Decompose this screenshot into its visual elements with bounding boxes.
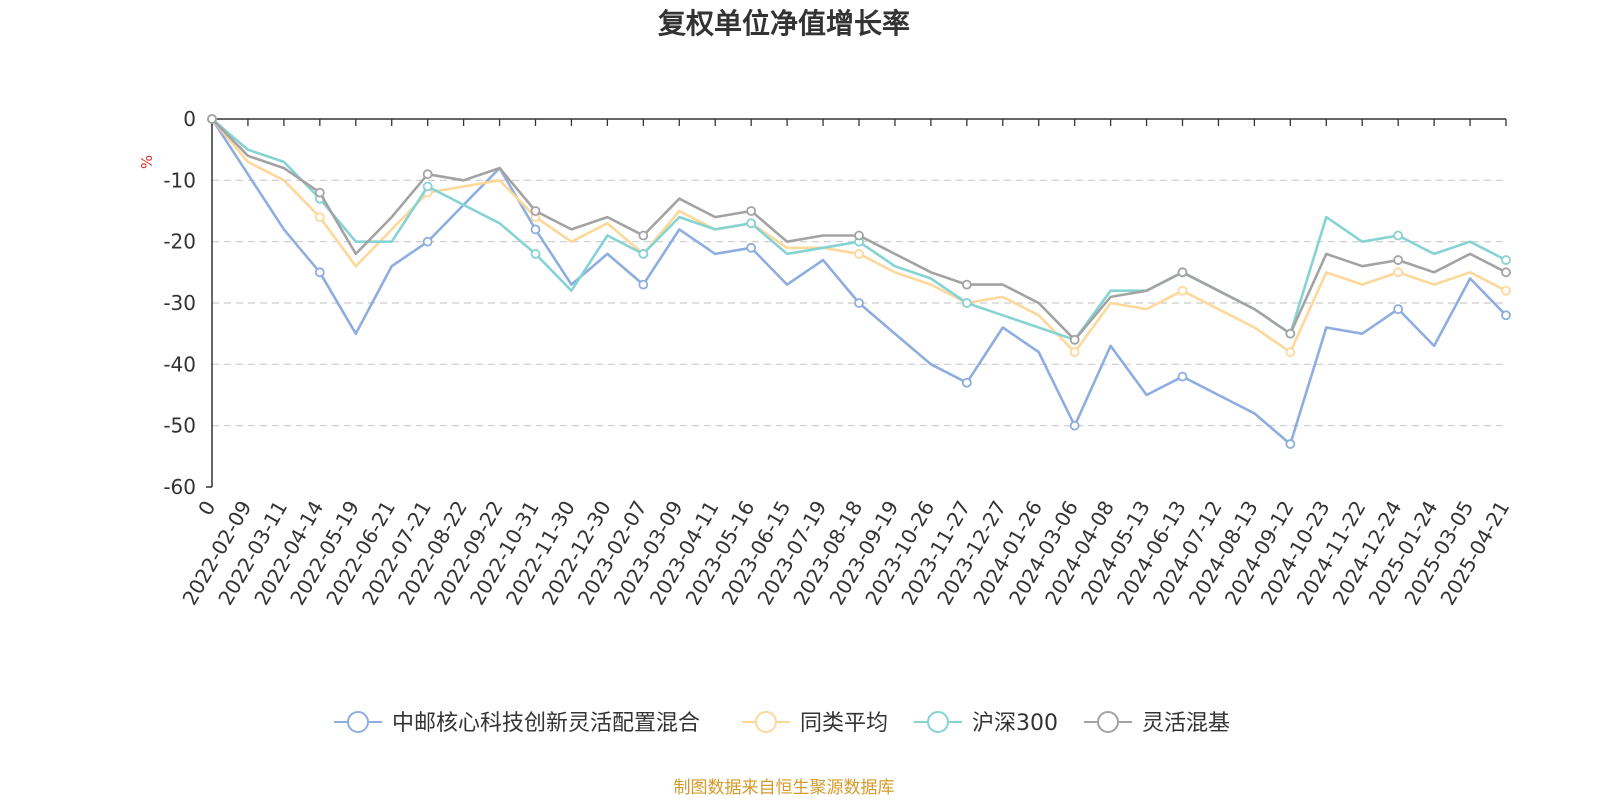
series-point-3 — [854, 230, 864, 241]
series-point-0 — [1501, 310, 1511, 321]
series-point-0 — [638, 279, 649, 290]
legend-swatch-marker — [1097, 711, 1119, 733]
series-point-3 — [314, 187, 325, 198]
series-point-2 — [530, 249, 541, 259]
legend-swatch-marker — [755, 711, 777, 733]
legend[interactable]: 中邮核心科技创新灵活配置混合 同类平均 沪深300 灵活混基 — [334, 711, 1230, 736]
series-point-2 — [422, 181, 433, 192]
series-point-1 — [1069, 347, 1080, 357]
y-tick-label: -30 — [163, 291, 196, 315]
series-point-1 — [1393, 267, 1404, 278]
series-point-3 — [422, 169, 433, 180]
legend-label: 同类平均 — [800, 711, 888, 736]
series-point-3 — [1501, 267, 1511, 278]
legend-swatch-marker — [927, 711, 949, 733]
series-point-3 — [1285, 328, 1296, 339]
legend-item[interactable]: 中邮核心科技创新灵活配置混合 — [334, 711, 700, 736]
series-point-3 — [638, 230, 649, 241]
series-point-2 — [638, 249, 649, 259]
series-point-3 — [746, 206, 757, 216]
source-note: 制图数据来自恒生聚源数据库 — [674, 778, 895, 798]
legend-label: 中邮核心科技创新灵活配置混合 — [392, 711, 700, 736]
y-tick-label: -20 — [163, 230, 196, 254]
y-tick-label: -60 — [163, 475, 196, 499]
series-lines — [207, 114, 1511, 449]
series-point-3 — [1069, 334, 1080, 345]
axes: 0-10-20-30-40-50-6002022-02-092022-03-11… — [163, 107, 1514, 609]
series-point-2 — [961, 298, 972, 308]
series-point-0 — [854, 298, 864, 308]
series-point-1 — [314, 212, 325, 223]
series-point-0 — [1177, 371, 1188, 382]
series-point-1 — [854, 249, 864, 259]
series-point-0 — [746, 242, 757, 253]
series-point-3 — [961, 279, 972, 290]
y-tick-label: -40 — [163, 352, 196, 376]
legend-label: 沪深300 — [972, 711, 1058, 736]
y-tick-label: 0 — [183, 107, 196, 131]
series-point-3 — [1177, 267, 1188, 278]
y-axis-unit: % — [138, 155, 156, 169]
y-tick-label: -10 — [163, 168, 196, 192]
series-point-0 — [1285, 439, 1296, 449]
series-point-1 — [1501, 285, 1511, 296]
x-tick-label: 0 — [193, 497, 220, 520]
series-point-3 — [530, 206, 541, 216]
series-point-0 — [961, 377, 972, 388]
series-point-2 — [1501, 255, 1511, 265]
series-point-0 — [1393, 304, 1404, 315]
series-point-3 — [1393, 255, 1404, 265]
series-point-2 — [1393, 230, 1404, 241]
series-point-1 — [1285, 347, 1296, 357]
series-point-1 — [1177, 285, 1188, 296]
series-point-3 — [207, 114, 217, 124]
series-line-0 — [210, 118, 1507, 446]
y-tick-label: -50 — [163, 414, 196, 438]
series-point-0 — [530, 224, 541, 235]
legend-item[interactable]: 同类平均 — [742, 711, 888, 736]
legend-item[interactable]: 沪深300 — [914, 711, 1058, 736]
legend-item[interactable]: 灵活混基 — [1084, 711, 1230, 736]
series-point-0 — [314, 267, 325, 278]
legend-swatch-marker — [347, 711, 369, 733]
series-point-0 — [422, 236, 433, 247]
chart-title: 复权单位净值增长率 — [658, 7, 910, 40]
series-point-0 — [1069, 420, 1080, 431]
legend-label: 灵活混基 — [1142, 711, 1230, 736]
series-point-2 — [746, 218, 757, 229]
